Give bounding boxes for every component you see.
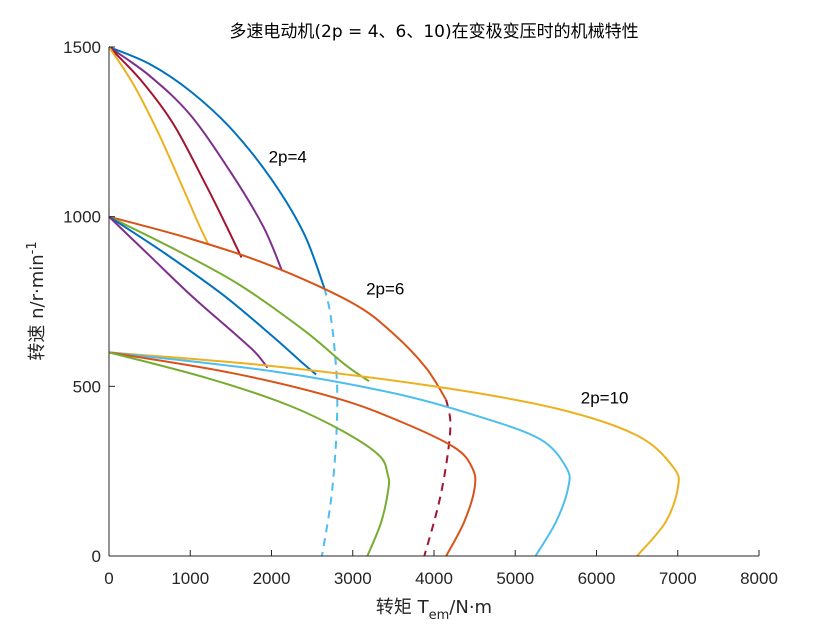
x-tick-label: 5000 (496, 569, 534, 588)
x-tick-label: 3000 (334, 569, 372, 588)
x-tick-label: 8000 (740, 569, 778, 588)
x-tick-label: 2000 (253, 569, 291, 588)
series-line-11 (108, 351, 680, 557)
chart-title: 多速电动机(2p = 4、6、10)在变极变压时的机械特性 (229, 22, 638, 42)
series-annotation: 2p=4 (269, 147, 307, 166)
y-axis-label: 转速 n/r·min-1 (25, 241, 48, 360)
x-axis-label: 转矩 Tem/N·m (376, 597, 492, 623)
series-line-9 (108, 215, 269, 369)
y-tick-label: 1000 (63, 208, 101, 227)
series-line-7 (108, 215, 370, 383)
y-tick-label: 1500 (63, 38, 101, 57)
series-line-6 (108, 215, 448, 401)
x-tick-label: 0 (104, 569, 113, 588)
axes: 0 1000 2000 3000 4000 5000 6000 7000 8000 0 500 100… (63, 38, 778, 588)
x-axis-label-main: 转矩 T (376, 597, 430, 618)
plot-lines (108, 46, 680, 557)
y-axis-label-sup: -1 (25, 241, 40, 254)
series-line-4 (108, 46, 210, 245)
series-annotation: 2p=10 (581, 388, 629, 407)
y-axis-label-main: 转速 n/r·min (27, 254, 48, 360)
y-tick-label: 500 (73, 377, 101, 396)
series-line-2 (108, 46, 284, 272)
series-line-8 (108, 215, 317, 376)
x-tick-label: 7000 (659, 569, 697, 588)
series-line-5 (320, 287, 339, 557)
x-tick-label: 6000 (578, 569, 616, 588)
x-tick-label: 4000 (415, 569, 453, 588)
series-line-10 (423, 399, 452, 557)
series-line-3 (108, 46, 243, 258)
series-line-1 (108, 46, 326, 289)
annotations: 2p=4 2p=6 2p=10 (269, 147, 629, 407)
series-line-12 (108, 351, 571, 557)
x-tick-label: 1000 (171, 569, 209, 588)
series-line-13 (108, 351, 477, 557)
y-tick-label: 0 (92, 547, 101, 566)
series-annotation: 2p=6 (366, 280, 404, 299)
x-axis-label-tail: /N·m (449, 597, 492, 618)
x-axis-label-sub: em (429, 608, 450, 623)
series-line-14 (108, 351, 391, 557)
